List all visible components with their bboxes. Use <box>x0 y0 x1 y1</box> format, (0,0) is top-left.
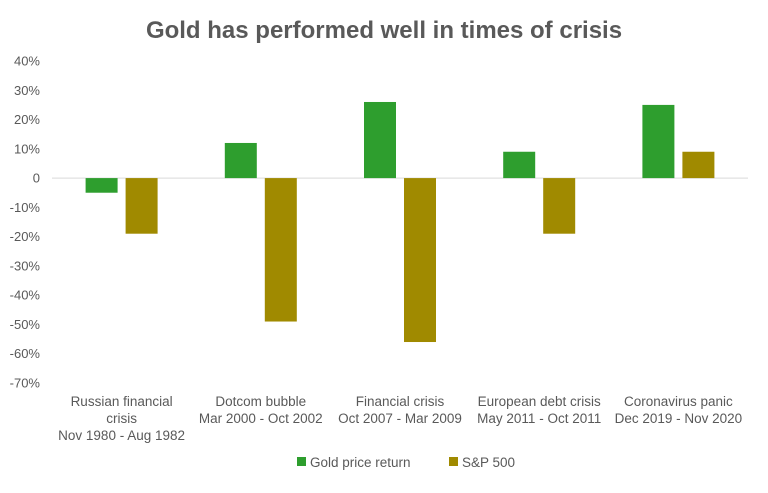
y-axis: 40% 30% 20% 10% 0 -10% -20% -30% -40% -50% -60% -70… <box>10 54 748 391</box>
y-tick-label: 20% <box>14 112 40 127</box>
legend: Gold price return S&P 500 <box>297 455 515 470</box>
y-tick-label: -70% <box>10 376 41 391</box>
bar-sp500 <box>682 151 715 179</box>
bar-gold <box>85 178 118 193</box>
bar-sp500 <box>125 178 158 234</box>
y-tick-label: 30% <box>14 83 40 98</box>
legend-swatch-gold <box>297 457 306 466</box>
bar-sp500 <box>543 178 576 234</box>
legend-label-sp500: S&P 500 <box>462 455 515 470</box>
category-labels: Russian financial crisis Nov 1980 - Aug 19… <box>58 394 742 443</box>
y-tick-label: -10% <box>10 200 41 215</box>
category-label: Financial crisis Oct 2007 - Mar 2009 <box>338 394 462 426</box>
bar-sp500 <box>404 178 436 343</box>
category-label: Coronavirus panic Dec 2019 - Nov 2020 <box>615 394 743 426</box>
y-tick-label: -50% <box>10 317 41 332</box>
category-label: European debt crisis May 2011 - Oct 2011 <box>477 394 601 426</box>
y-tick-label: -30% <box>10 258 41 273</box>
bar-gold <box>642 104 675 179</box>
bar-gold <box>224 142 257 179</box>
bars <box>85 101 715 343</box>
y-tick-label: 10% <box>14 141 40 156</box>
y-tick-label: -20% <box>10 229 41 244</box>
bar-gold <box>503 151 536 179</box>
y-tick-label: 0 <box>33 171 40 186</box>
legend-label-gold: Gold price return <box>310 455 411 470</box>
y-tick-label: 40% <box>14 54 40 69</box>
bar-gold <box>364 101 396 179</box>
category-label: Russian financial crisis Nov 1980 - Aug 19… <box>58 394 185 443</box>
bar-sp500 <box>264 178 297 322</box>
category-label: Dotcom bubble Mar 2000 - Oct 2002 <box>199 394 323 426</box>
chart-title: Gold has performed well in times of cris… <box>146 17 622 44</box>
y-tick-label: -60% <box>10 346 41 361</box>
y-tick-label: -40% <box>10 288 41 303</box>
legend-swatch-sp500 <box>449 457 458 466</box>
